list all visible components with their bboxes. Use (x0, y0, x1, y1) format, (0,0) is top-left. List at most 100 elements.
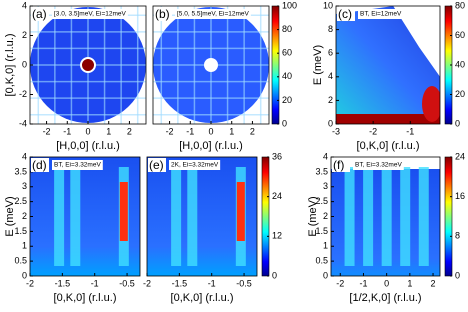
panel-label-bg (148, 158, 166, 172)
colorbar (261, 156, 270, 277)
x-tick-label: 1 (229, 126, 234, 136)
x-tick-label: -2 (43, 126, 51, 136)
heatmap-streak (171, 167, 182, 266)
colorbar-tick-label: 40 (455, 59, 465, 69)
x-tick-label: -2 (336, 278, 344, 288)
x-tick-label: -1 (63, 126, 71, 136)
heatmap (331, 167, 440, 276)
x-tick-label: -2 (166, 126, 174, 136)
annotation: BT, Ei=3.32meV (54, 162, 101, 169)
y-tick-label: -2 (19, 89, 27, 99)
annotation-bg (353, 160, 404, 170)
x-tick-label: -1 (186, 126, 194, 136)
x-axis-label: [1/2,K,0] (r.l.u.) (349, 292, 421, 304)
panel-label-bg (337, 7, 355, 21)
panel-label-bg (332, 158, 350, 172)
y-tick-label: 1 (22, 241, 27, 251)
x-tick-label: 2 (431, 278, 436, 288)
y-tick-label: 0 (328, 118, 333, 128)
y-tick-label: 8 (328, 24, 333, 34)
y-tick-label: 6 (328, 48, 333, 58)
heatmap-hole (204, 58, 218, 72)
colorbar-tick-label: 20 (455, 89, 465, 99)
y-tick-label: -4 (19, 118, 27, 128)
panel-label: (c) (338, 7, 352, 21)
heatmap (147, 157, 257, 276)
x-tick-label: 1 (407, 278, 412, 288)
heatmap-spot (422, 86, 440, 122)
x-tick-label: -1 (359, 278, 367, 288)
panel-label-bg (31, 158, 49, 172)
heatmap (30, 157, 140, 276)
x-tick-label: -1 (406, 126, 414, 136)
annotation-bg (358, 9, 404, 19)
y-tick-label: 2 (22, 211, 27, 221)
colorbar-tick-label: 0 (282, 118, 287, 128)
colorbar-tick-label: 24 (455, 151, 465, 161)
annotation-bg (169, 160, 221, 170)
panel-label: (a) (32, 7, 47, 21)
y-tick-label: 2 (22, 30, 27, 40)
x-tick-label: 2 (250, 126, 255, 136)
heatmap-area (336, 6, 440, 124)
heatmap-streak (363, 167, 374, 266)
y-tick-label: 0 (323, 270, 328, 280)
x-axis-label: [0,K,0] (r.l.u.) (357, 140, 420, 152)
heatmap-hole (80, 57, 96, 73)
y-tick-label: 1.5 (14, 226, 27, 236)
y-tick-label: 10 (323, 0, 333, 10)
colorbar-tick-label: 8 (455, 231, 460, 241)
y-tick-label: 1 (323, 241, 328, 251)
y-tick-label: 4 (22, 0, 27, 10)
panel-label: (e) (149, 158, 164, 172)
colorbar-tick-label: 0 (272, 270, 277, 280)
heatmap (153, 6, 269, 124)
colorbar-tick-label: 36 (272, 151, 282, 161)
colorbar-tick-label: 24 (272, 191, 282, 201)
x-tick-label: -2 (143, 278, 151, 288)
colorbar-tick-label: 0 (455, 118, 460, 128)
y-tick-label: 0 (22, 59, 27, 69)
panel-label: (b) (155, 7, 170, 21)
colorbar-tick-label: 60 (282, 48, 292, 58)
heatmap-streak (418, 167, 429, 266)
colorbar (444, 156, 453, 277)
heatmap-streak (381, 167, 392, 266)
x-tick-label: -1.5 (172, 278, 188, 288)
y-tick-label: 2 (328, 95, 333, 105)
y-axis-label: E (meV) (4, 196, 16, 236)
x-axis-label: [H,0,0] (r.l.u.) (179, 140, 243, 152)
plot-frame (335, 5, 441, 125)
y-tick-label: 4 (323, 151, 328, 161)
heatmap-band (336, 114, 440, 124)
y-tick-label: 4 (22, 151, 27, 161)
y-tick-label: 1.5 (315, 226, 328, 236)
heatmap-streak (119, 182, 128, 241)
panel-label-bg (154, 7, 172, 21)
y-tick-label: 2 (323, 211, 328, 221)
colorbar-tick-label: 16 (455, 191, 465, 201)
x-tick-label: -2 (26, 278, 34, 288)
x-tick-label: 0 (85, 126, 90, 136)
panel-label: (f) (333, 158, 344, 172)
panel-label-bg (31, 7, 49, 21)
x-axis-label: [0,K,0] (r.l.u.) (54, 292, 117, 304)
y-tick-label: 2.5 (315, 196, 328, 206)
annotation: BT, Ei=12meV (360, 11, 402, 18)
x-axis-label: [H,0,0] (r.l.u.) (56, 140, 120, 152)
y-axis-label: E (meV) (307, 196, 319, 236)
y-tick-label: 0.5 (14, 256, 27, 266)
annotation: [5.0, 5.5]meV, Ei=12meV (177, 11, 250, 18)
colorbar-tick-label: 80 (455, 0, 465, 10)
heatmap-streak (344, 167, 355, 266)
y-axis-label: [0,K,0] (r.l.u.) (4, 34, 16, 97)
y-tick-label: 3.5 (315, 166, 328, 176)
x-tick-label: -1 (91, 278, 99, 288)
plot-frame (146, 156, 258, 277)
y-tick-label: 3 (323, 181, 328, 191)
annotation: [3.0, 3.5]meV, Ei=12meV (54, 11, 127, 18)
heatmap (30, 6, 146, 124)
heatmap (336, 6, 440, 124)
